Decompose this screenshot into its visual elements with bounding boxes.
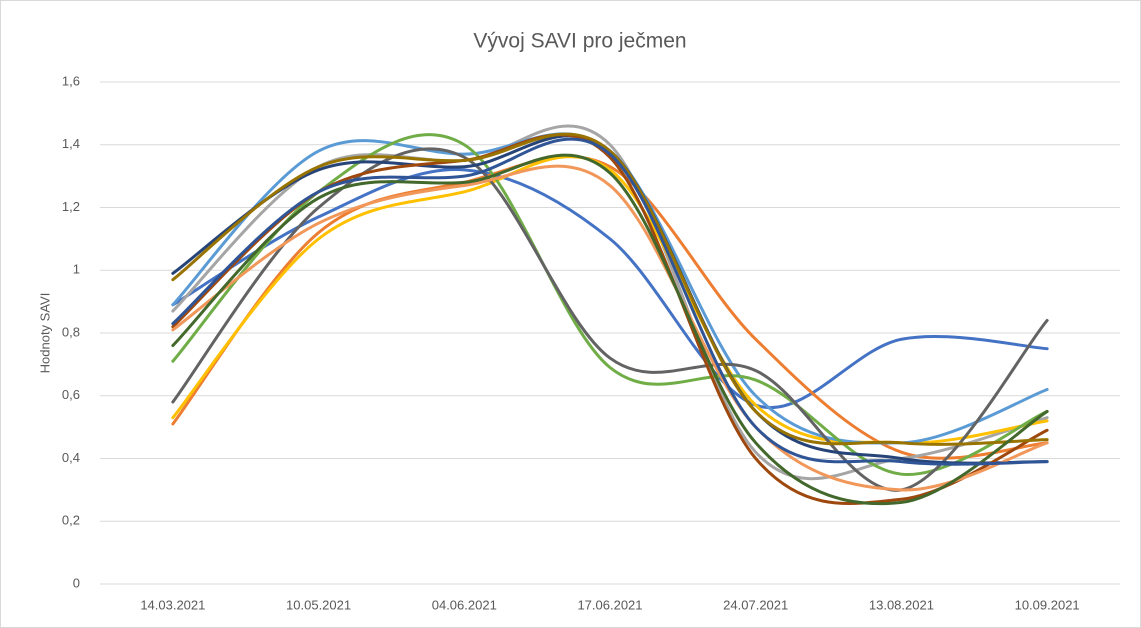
y-tick-label: 0,4 bbox=[62, 450, 80, 465]
y-tick-label: 0,2 bbox=[62, 513, 80, 528]
x-tick-label: 10.09.2021 bbox=[1015, 597, 1080, 612]
series-line bbox=[171, 132, 1049, 446]
y-tick-label: 1,6 bbox=[62, 73, 80, 88]
series-line bbox=[171, 137, 1049, 466]
x-tick-label: 24.07.2021 bbox=[723, 597, 788, 612]
y-tick-label: 1,4 bbox=[62, 136, 80, 151]
y-tick-label: 0,6 bbox=[62, 387, 80, 402]
y-tick-label: 1,2 bbox=[62, 199, 80, 214]
y-tick-label: 0 bbox=[73, 575, 80, 590]
y-tick-label: 0,8 bbox=[62, 324, 80, 339]
x-tick-label: 13.08.2021 bbox=[869, 597, 934, 612]
series-line bbox=[171, 155, 1049, 460]
x-tick-label: 10.05.2021 bbox=[286, 597, 351, 612]
x-tick-label: 14.03.2021 bbox=[140, 597, 205, 612]
series-line bbox=[171, 168, 1049, 409]
x-tick-label: 04.06.2021 bbox=[432, 597, 497, 612]
series-line bbox=[171, 164, 1049, 492]
x-tick-label: 17.06.2021 bbox=[577, 597, 642, 612]
chart-title: Vývoj SAVI pro ječmen bbox=[473, 30, 686, 53]
y-axis-label: Hodnoty SAVI bbox=[37, 293, 52, 374]
y-tick-label: 1 bbox=[73, 262, 80, 277]
series-line bbox=[171, 153, 1049, 506]
